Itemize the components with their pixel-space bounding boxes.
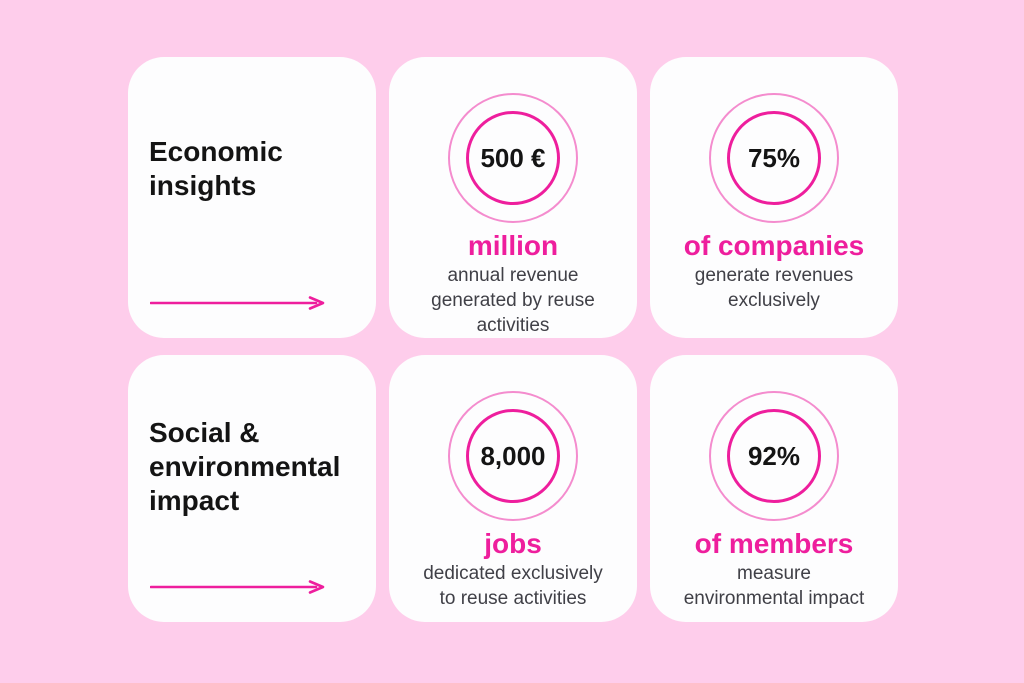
right-arrow-icon — [150, 296, 325, 310]
stat-keyword-members: of members — [694, 528, 854, 559]
right-arrow-icon — [150, 580, 325, 594]
stat-circle-outer: 75% — [709, 93, 839, 223]
stat-description-revenue: annual revenue generated by reuse activi… — [431, 265, 595, 336]
section-title-economic: Economic insights — [149, 136, 283, 201]
stat-keyword-million: million — [467, 230, 559, 261]
stat-card-jobs: 8,000 jobs dedicated exclusively to reus… — [389, 355, 637, 622]
stat-circle-outer: 500 € — [448, 93, 578, 223]
stat-description-companies: generate revenues exclusively — [694, 265, 854, 311]
stat-value-jobs: 8,000 — [480, 440, 546, 471]
label-card-economic-insights: Economic insights — [128, 57, 376, 338]
stat-circle-outer: 8,000 — [448, 391, 578, 521]
card-grid: Economic insights 500 € million annual r… — [128, 57, 898, 622]
stat-keyword-companies: of companies — [683, 230, 865, 261]
stat-description-jobs: dedicated exclusively to reuse activitie… — [423, 563, 603, 609]
stat-card-companies: 75% of companies generate revenues exclu… — [650, 57, 898, 338]
stat-circle-outer: 92% — [709, 391, 839, 521]
label-card-social-environmental: Social & environmental impact — [128, 355, 376, 622]
stat-value-companies: 75% — [747, 142, 801, 173]
stat-value-revenue: 500 € — [480, 142, 546, 173]
stat-card-revenue: 500 € million annual revenue generated b… — [389, 57, 637, 338]
stat-circle-inner: 75% — [727, 111, 821, 205]
stat-circle-inner: 92% — [727, 409, 821, 503]
stat-circle-inner: 8,000 — [466, 409, 560, 503]
stat-card-members: 92% of members measure environmental imp… — [650, 355, 898, 622]
section-title-social: Social & environmental impact — [149, 417, 341, 516]
stat-circle-inner: 500 € — [466, 111, 560, 205]
stat-keyword-jobs: jobs — [484, 528, 542, 559]
stat-value-members: 92% — [747, 440, 801, 471]
stat-description-members: measure environmental impact — [683, 563, 865, 609]
